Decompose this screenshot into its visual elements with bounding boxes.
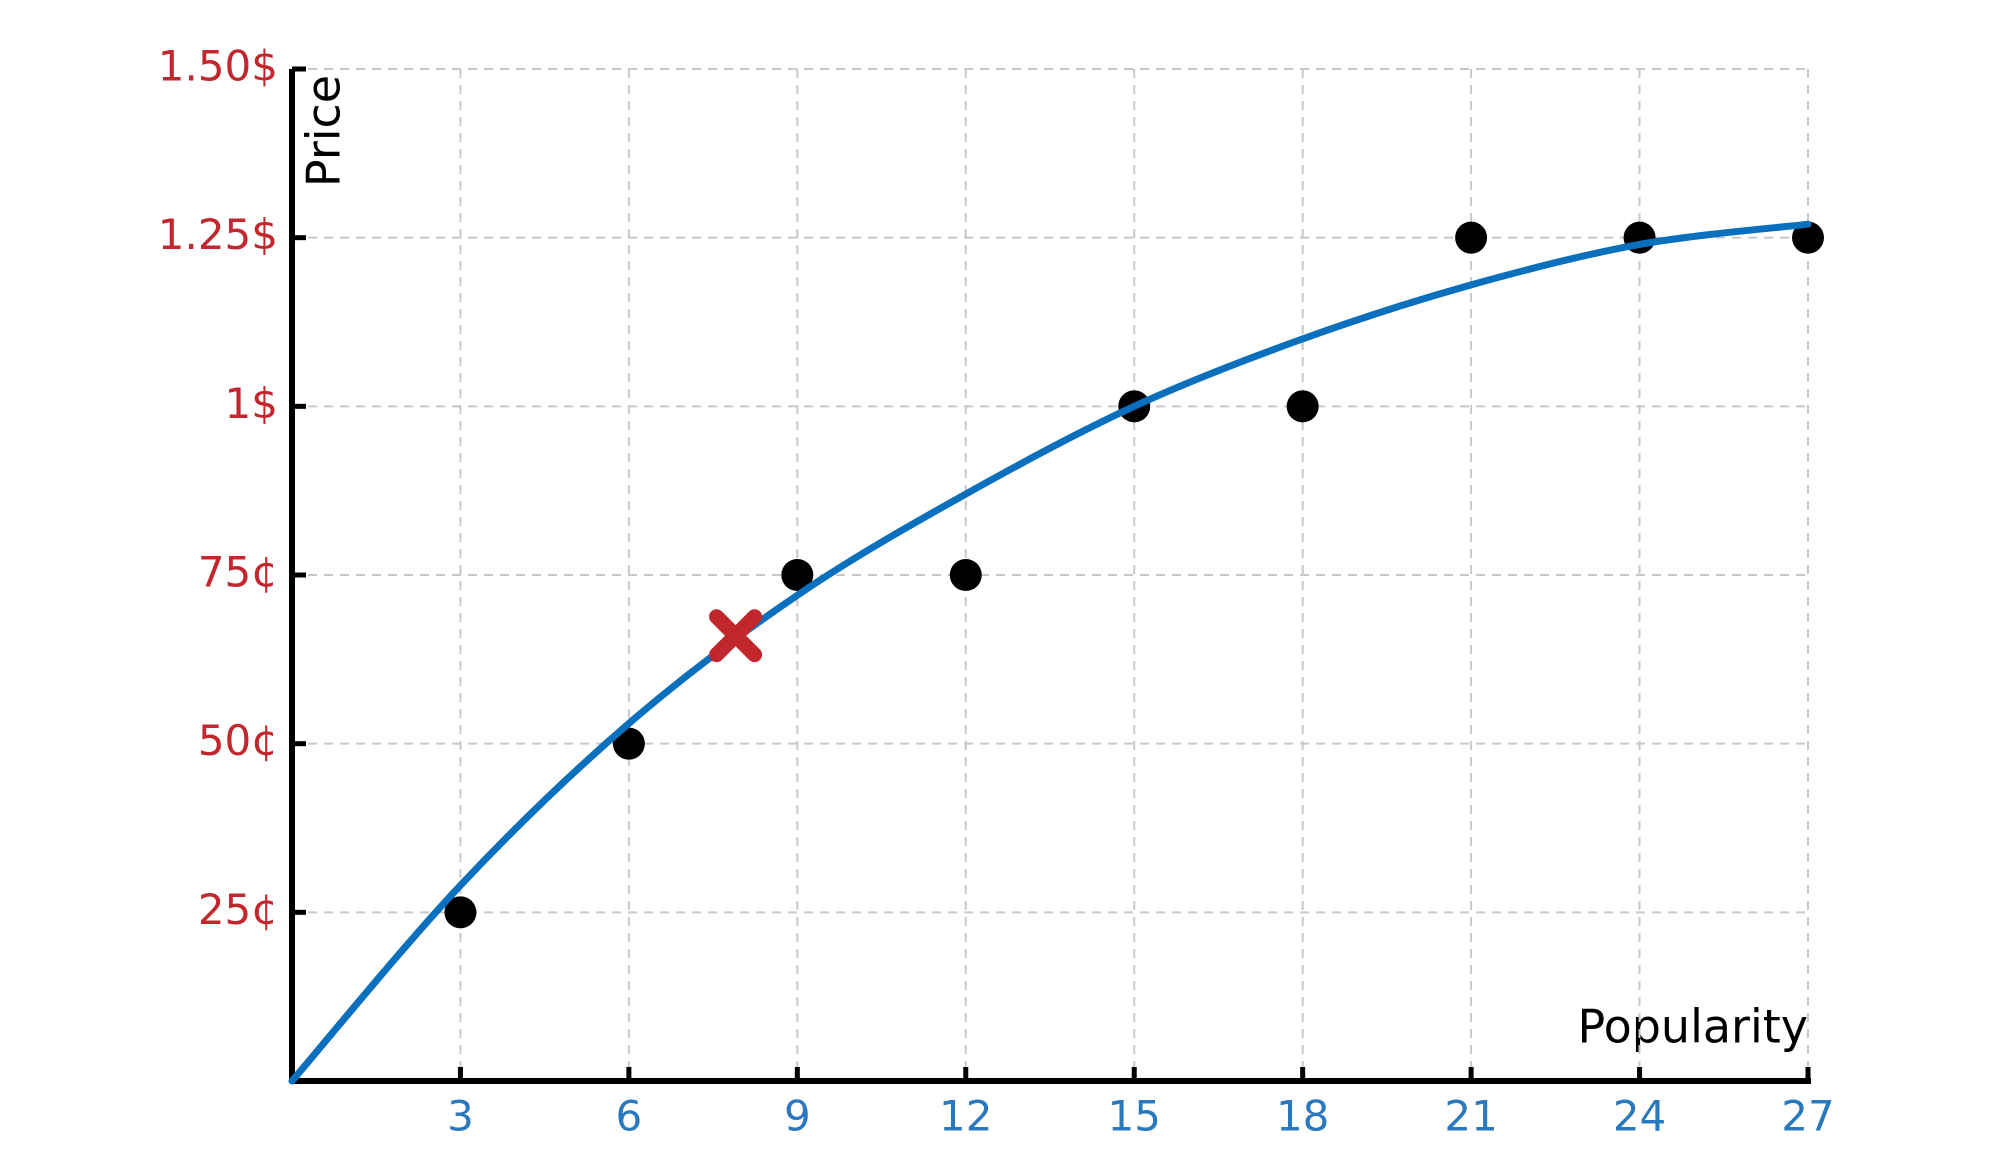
x-tick-label: 3: [447, 1092, 474, 1141]
x-tick-label: 18: [1276, 1092, 1329, 1141]
y-tick-label: 1$: [225, 379, 278, 428]
fit-curve: [288, 220, 1812, 1085]
data-point: [1792, 221, 1824, 254]
data-point: [612, 727, 645, 760]
data-point: [1286, 390, 1319, 423]
data-point: [949, 559, 982, 591]
x-tick-label: 6: [616, 1092, 643, 1141]
data-point: [781, 559, 814, 591]
x-tick-label: 9: [784, 1092, 811, 1141]
y-tick-label: 75¢: [198, 548, 278, 597]
y-tick-label: 50¢: [198, 716, 278, 765]
x-tick-label: 12: [939, 1092, 992, 1141]
data-point: [1455, 221, 1488, 254]
data-point: [444, 896, 477, 929]
y-tick-label: 25¢: [198, 885, 278, 934]
highlight-marker: [709, 609, 763, 663]
y-tick-label: 1.25$: [158, 210, 278, 259]
y-tick-label: 1.50$: [158, 42, 278, 91]
grid: [292, 68, 1809, 1081]
x-tick-label: 15: [1107, 1092, 1160, 1141]
x-tick-label: 24: [1613, 1092, 1666, 1141]
x-tick-label: 27: [1781, 1092, 1834, 1141]
x-axis-title: Popularity: [1577, 1000, 1808, 1054]
x-tick-label: 21: [1444, 1092, 1497, 1141]
y-axis-title: Price: [297, 75, 351, 187]
